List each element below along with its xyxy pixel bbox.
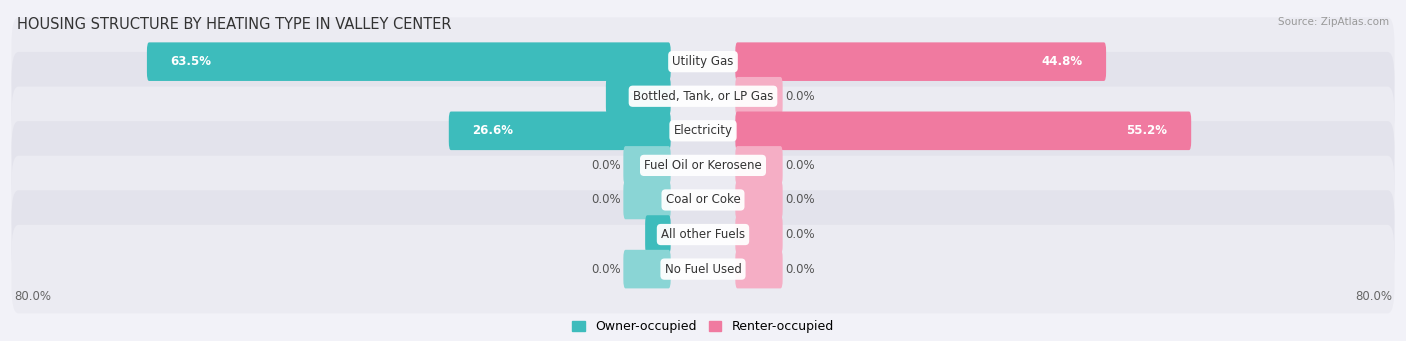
Text: Utility Gas: Utility Gas [672,55,734,68]
Text: Electricity: Electricity [673,124,733,137]
Text: Fuel Oil or Kerosene: Fuel Oil or Kerosene [644,159,762,172]
FancyBboxPatch shape [11,52,1395,140]
Text: All other Fuels: All other Fuels [661,228,745,241]
FancyBboxPatch shape [735,181,783,219]
Text: 0.0%: 0.0% [785,263,814,276]
FancyBboxPatch shape [623,250,671,288]
FancyBboxPatch shape [735,146,783,185]
FancyBboxPatch shape [11,190,1395,279]
Text: 63.5%: 63.5% [170,55,211,68]
FancyBboxPatch shape [11,87,1395,175]
FancyBboxPatch shape [645,215,671,254]
Text: 0.0%: 0.0% [785,193,814,206]
FancyBboxPatch shape [11,121,1395,210]
Text: 0.0%: 0.0% [592,159,621,172]
Text: Bottled, Tank, or LP Gas: Bottled, Tank, or LP Gas [633,90,773,103]
Text: HOUSING STRUCTURE BY HEATING TYPE IN VALLEY CENTER: HOUSING STRUCTURE BY HEATING TYPE IN VAL… [17,17,451,32]
FancyBboxPatch shape [606,77,671,116]
FancyBboxPatch shape [735,77,783,116]
FancyBboxPatch shape [11,17,1395,106]
Legend: Owner-occupied, Renter-occupied: Owner-occupied, Renter-occupied [568,315,838,338]
Text: 80.0%: 80.0% [1355,290,1392,303]
Text: 7.4%: 7.4% [630,90,662,103]
FancyBboxPatch shape [735,215,783,254]
Text: 0.0%: 0.0% [785,159,814,172]
Text: Source: ZipAtlas.com: Source: ZipAtlas.com [1278,17,1389,27]
FancyBboxPatch shape [623,181,671,219]
Text: No Fuel Used: No Fuel Used [665,263,741,276]
Text: 2.6%: 2.6% [669,228,702,241]
Text: 80.0%: 80.0% [14,290,51,303]
Text: 0.0%: 0.0% [592,193,621,206]
Text: 55.2%: 55.2% [1126,124,1167,137]
Text: 0.0%: 0.0% [785,90,814,103]
FancyBboxPatch shape [623,146,671,185]
Text: 0.0%: 0.0% [785,228,814,241]
FancyBboxPatch shape [735,42,1107,81]
FancyBboxPatch shape [449,112,671,150]
Text: 44.8%: 44.8% [1042,55,1083,68]
FancyBboxPatch shape [735,112,1191,150]
FancyBboxPatch shape [11,156,1395,244]
FancyBboxPatch shape [11,225,1395,313]
Text: Coal or Coke: Coal or Coke [665,193,741,206]
Text: 0.0%: 0.0% [592,263,621,276]
FancyBboxPatch shape [735,250,783,288]
FancyBboxPatch shape [146,42,671,81]
Text: 26.6%: 26.6% [472,124,513,137]
